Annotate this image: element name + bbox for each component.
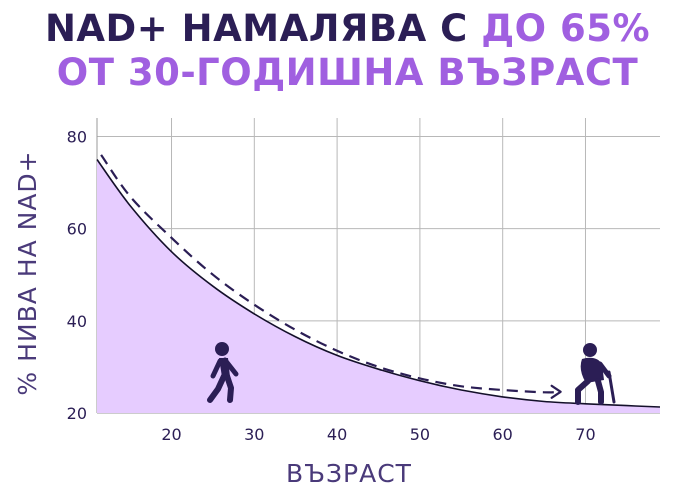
nad-level-line — [96, 159, 661, 408]
x-tick-label: 40 — [327, 425, 347, 444]
arrow-head — [550, 384, 562, 399]
dashed-trend-arrow — [100, 154, 561, 394]
y-tick-label: 80 — [67, 127, 87, 146]
x-tick-label: 50 — [410, 425, 430, 444]
y-axis-ticks: 20 40 60 80 — [67, 127, 87, 423]
chart-title-line-2: ОТ 30-ГОДИШНА ВЪЗРАСТ — [56, 51, 639, 94]
x-tick-label: 70 — [575, 425, 595, 444]
title-text-dark: NAD+ НАМАЛЯВА С — [44, 7, 482, 50]
y-tick-label: 40 — [67, 312, 87, 331]
y-tick-label: 60 — [67, 220, 87, 239]
walking-person-icon — [207, 342, 239, 403]
x-tick-label: 60 — [493, 425, 513, 444]
x-axis-label: ВЪЗРАСТ — [286, 459, 412, 488]
y-tick-label: 20 — [67, 404, 87, 423]
nad-level-area — [97, 159, 660, 413]
elderly-person-with-cane-icon — [575, 343, 616, 405]
x-tick-label: 30 — [244, 425, 264, 444]
title-text-accent: ДО 65% — [481, 7, 651, 50]
x-axis-ticks: 20 30 40 50 60 70 — [161, 425, 595, 444]
y-axis-label: % НИВА НА NAD+ — [13, 150, 42, 395]
x-tick-label: 20 — [161, 425, 181, 444]
chart-title-line-1: NAD+ НАМАЛЯВА С ДО 65% — [0, 6, 695, 52]
